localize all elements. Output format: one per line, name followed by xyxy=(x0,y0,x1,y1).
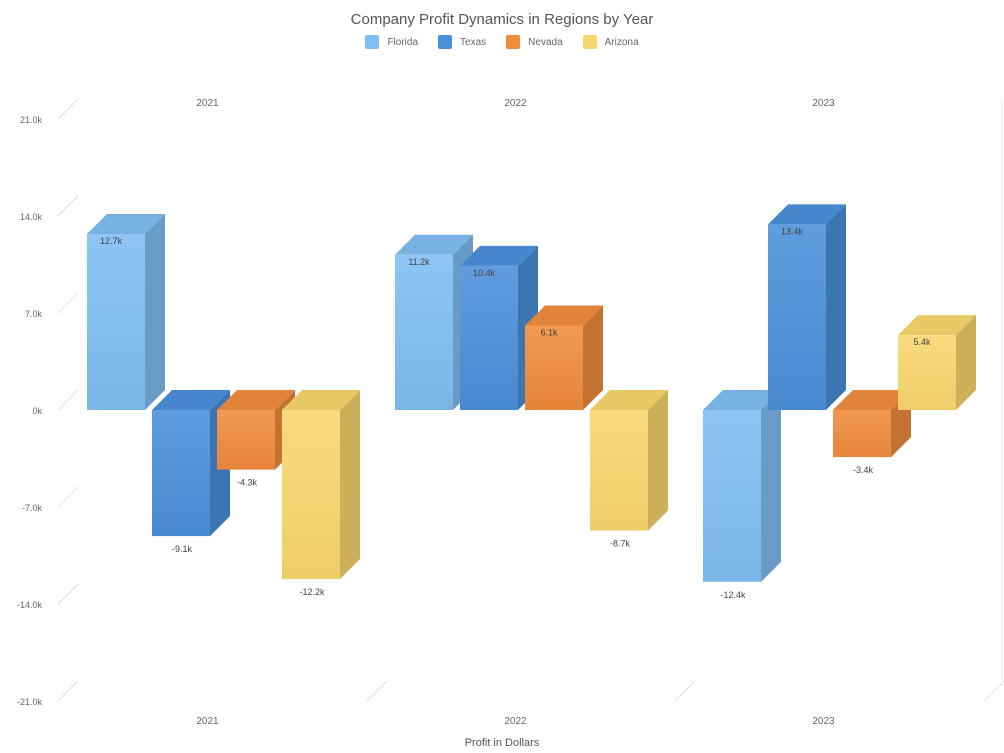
legend-swatch-florida xyxy=(365,35,380,49)
bar-value-label: -9.1k xyxy=(172,544,193,554)
bar-top xyxy=(525,305,603,326)
bar-value-label: 10.4k xyxy=(473,268,496,278)
y-tick-label: 14.0k xyxy=(20,212,43,222)
bar-top xyxy=(590,390,668,410)
bar-value-label: -8.7k xyxy=(610,539,631,549)
bar xyxy=(460,265,518,410)
bar-value-label: 13.4k xyxy=(781,226,804,236)
y-tick-label: 7.0k xyxy=(25,309,43,319)
legend-item-arizona[interactable]: Arizona xyxy=(582,35,639,49)
bar-side xyxy=(145,214,165,410)
legend-label-nevada: Nevada xyxy=(528,36,563,48)
bar-value-label: 5.4k xyxy=(913,337,931,347)
x-axis-label: Profit in Dollars xyxy=(464,737,540,749)
bar xyxy=(282,410,340,580)
y-tick-line xyxy=(57,389,79,411)
bar-value-label: 11.2k xyxy=(408,257,430,267)
bar-side xyxy=(956,315,976,410)
bar-top xyxy=(703,390,781,410)
panel-year-top: 2021 xyxy=(196,98,219,109)
y-tick-line xyxy=(57,195,79,217)
y-tick-line xyxy=(57,583,79,605)
panel-year-top: 2023 xyxy=(812,98,835,109)
bar-top xyxy=(217,390,295,410)
bar-top xyxy=(833,390,911,410)
bar-top xyxy=(898,315,976,336)
bar-top xyxy=(282,390,360,410)
bar-value-label: -12.2k xyxy=(299,587,325,597)
y-tick-line xyxy=(57,486,79,508)
y-tick-line xyxy=(57,680,79,702)
panel-divider xyxy=(674,680,696,702)
bar-top xyxy=(395,234,473,255)
bar xyxy=(395,254,453,410)
bar xyxy=(898,335,956,410)
bar-value-label: -3.4k xyxy=(853,465,874,475)
bar xyxy=(833,410,891,458)
bar-side xyxy=(340,390,360,580)
legend-item-nevada[interactable]: Nevada xyxy=(506,35,563,49)
y-tick-line xyxy=(57,292,79,314)
y-tick-label: -14.0k xyxy=(17,600,43,610)
legend-label-texas: Texas xyxy=(460,36,487,48)
bar xyxy=(768,224,826,410)
panel-year-bottom: 2021 xyxy=(196,716,219,727)
y-tick-label: 21.0k xyxy=(20,115,43,125)
bar xyxy=(152,410,210,537)
panel-year-bottom: 2022 xyxy=(504,716,527,727)
chart-title: Company Profit Dynamics in Regions by Ye… xyxy=(350,11,654,28)
y-tick-line xyxy=(57,98,79,120)
y-tick-label: -7.0k xyxy=(22,503,43,513)
panel-year-bottom: 2023 xyxy=(812,716,835,727)
legend: Florida Texas Nevada Arizona xyxy=(0,35,1004,49)
bar xyxy=(525,325,583,410)
legend-label-arizona: Arizona xyxy=(604,36,639,48)
bar-top xyxy=(152,390,230,410)
bar-side xyxy=(761,390,781,582)
bar xyxy=(217,410,275,470)
bar-side xyxy=(648,390,668,531)
bar xyxy=(87,234,145,410)
bar-top xyxy=(87,214,165,235)
legend-swatch-arizona xyxy=(582,35,597,49)
bar-side xyxy=(583,305,603,410)
y-tick-label: -21.0k xyxy=(17,697,43,707)
bar-value-label: -12.4k xyxy=(720,590,746,600)
bar xyxy=(703,410,761,582)
legend-swatch-texas xyxy=(438,35,453,49)
panel-divider xyxy=(366,680,388,702)
bar-top xyxy=(768,204,846,225)
bar xyxy=(590,410,648,531)
bar-value-label: 6.1k xyxy=(540,327,558,337)
legend-swatch-nevada xyxy=(506,35,521,49)
bar-top xyxy=(460,245,538,266)
legend-item-florida[interactable]: Florida xyxy=(365,35,418,49)
legend-label-florida: Florida xyxy=(387,36,419,48)
panel-year-top: 2022 xyxy=(504,98,527,109)
panel-divider xyxy=(983,680,1004,702)
bar-side xyxy=(826,204,846,410)
y-tick-label: 0k xyxy=(32,406,42,416)
bar-value-label: 12.7k xyxy=(100,236,123,246)
bar-value-label: -4.3k xyxy=(237,478,258,488)
legend-item-texas[interactable]: Texas xyxy=(438,35,486,49)
